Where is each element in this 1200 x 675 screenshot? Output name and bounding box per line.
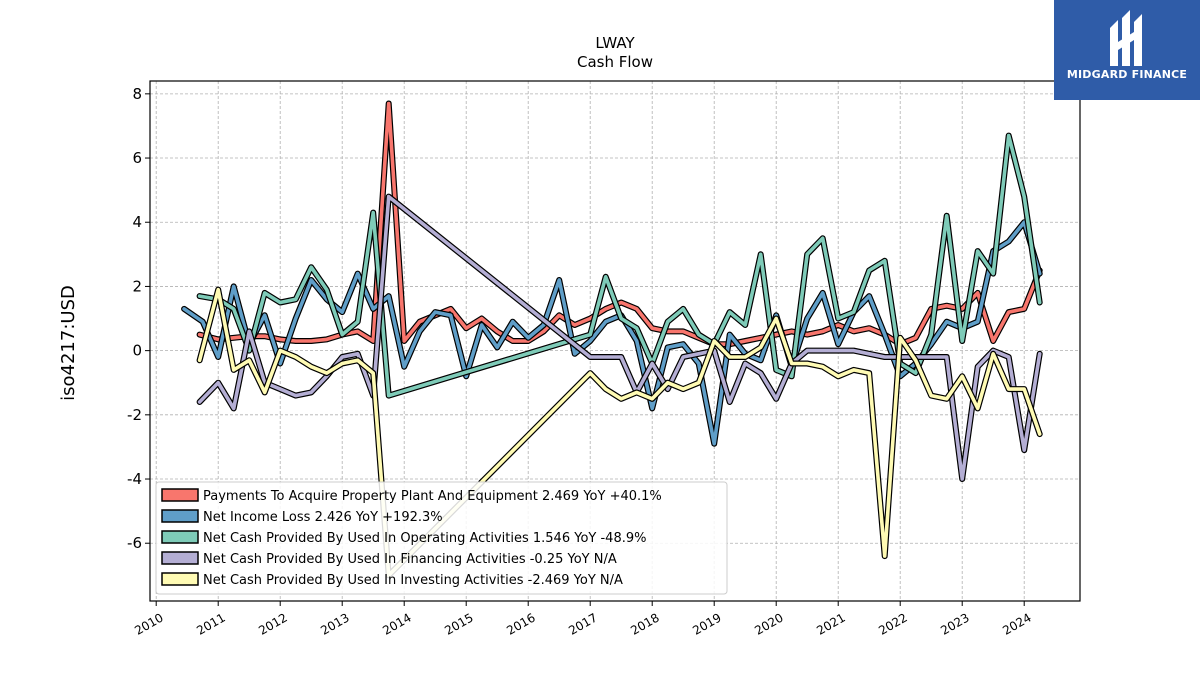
legend-label: Net Cash Provided By Used In Operating A… xyxy=(203,531,646,546)
x-tick-label: 2019 xyxy=(690,610,723,637)
y-tick-label: 0 xyxy=(132,342,142,360)
series-line-outline xyxy=(181,219,1043,447)
x-tick-label: 2020 xyxy=(752,610,785,637)
x-tick-label: 2022 xyxy=(876,610,909,637)
series-lines xyxy=(181,100,1043,579)
legend-swatch xyxy=(161,509,199,523)
chart-title: LWAY xyxy=(595,34,635,52)
y-tick-label: 4 xyxy=(132,213,142,231)
x-tick-label: 2024 xyxy=(1000,610,1033,637)
legend-label: Net Income Loss 2.426 YoY +192.3% xyxy=(203,510,443,525)
legend-swatch xyxy=(161,551,199,565)
x-tick-label: 2015 xyxy=(442,610,475,637)
legend-label: Net Cash Provided By Used In Financing A… xyxy=(203,552,617,567)
x-tick-label: 2023 xyxy=(938,610,971,637)
x-tick-label: 2010 xyxy=(132,610,165,637)
legend-box xyxy=(155,481,728,595)
plot-frame xyxy=(149,80,1081,602)
x-tick-label: 2014 xyxy=(380,610,413,637)
y-tick-label: -6 xyxy=(127,534,142,552)
x-tick-label: 2021 xyxy=(814,610,847,637)
logo-mark-icon xyxy=(1110,10,1142,66)
midgard-finance-logo: MIDGARD FINANCE xyxy=(1054,0,1200,100)
chart-subtitle: Cash Flow xyxy=(577,53,653,71)
series-line xyxy=(182,220,1042,446)
x-tick-label: 2018 xyxy=(628,610,661,637)
legend-swatch xyxy=(161,488,199,502)
x-tick-label: 2013 xyxy=(318,610,351,637)
x-tick-label: 2012 xyxy=(256,610,289,637)
y-tick-label: 6 xyxy=(132,149,142,167)
y-tick-label: 8 xyxy=(132,85,142,103)
x-tick-label: 2017 xyxy=(566,610,599,637)
legend-label: Net Cash Provided By Used In Investing A… xyxy=(203,573,623,588)
series-line xyxy=(197,194,1042,481)
y-tick-label: -2 xyxy=(127,406,142,424)
logo-text: MIDGARD FINANCE xyxy=(1066,68,1188,81)
x-tick-label: 2016 xyxy=(504,610,537,637)
legend-swatch xyxy=(161,530,199,544)
x-tick-label: 2011 xyxy=(194,610,227,637)
legend-swatch xyxy=(161,572,199,586)
y-axis-label: iso4217:USD xyxy=(58,285,79,401)
series-line xyxy=(197,287,1042,578)
y-tick-label: -4 xyxy=(127,470,142,488)
legend-label: Payments To Acquire Property Plant And E… xyxy=(203,489,662,504)
y-tick-label: 2 xyxy=(132,277,142,295)
legend: Payments To Acquire Property Plant And E… xyxy=(155,481,728,595)
